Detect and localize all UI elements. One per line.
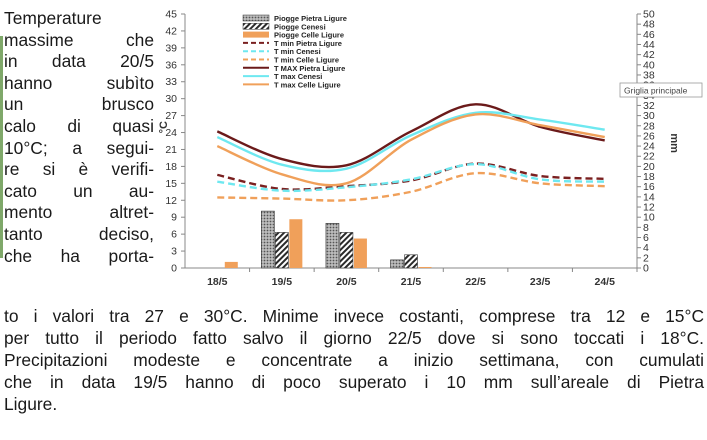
legend-label: T max Celle Ligure xyxy=(274,80,341,89)
legend-swatch xyxy=(242,14,270,22)
y-tick-label: 30 xyxy=(165,93,177,105)
legend-label: T max Cenesi xyxy=(274,72,322,81)
text-line: hanno subìto xyxy=(4,72,154,93)
legend-label: T min Cenesi xyxy=(274,47,321,56)
y2-tick-label: 40 xyxy=(643,59,655,71)
y2-tick-label: 32 xyxy=(643,100,655,112)
y2-tick-label: 10 xyxy=(643,212,655,224)
text-line: cato un au- xyxy=(4,180,154,201)
y-tick-label: 36 xyxy=(165,59,177,71)
text-line: mento altret- xyxy=(4,202,154,223)
x-tick-label: 19/5 xyxy=(272,276,293,288)
y2-tick-label: 8 xyxy=(643,222,649,234)
y2-tick-label: 26 xyxy=(643,130,655,142)
y-tick-label: 21 xyxy=(165,144,177,156)
bar-piogge-celle-ligure xyxy=(289,219,303,268)
y2-axis-label: mm xyxy=(668,133,680,153)
text-line: Precipitazioni modeste e concentrate a i… xyxy=(4,350,704,370)
y2-tick-label: 18 xyxy=(643,171,655,183)
line-t-max-pietra-ligure xyxy=(216,103,605,169)
bar-piogge-celle-ligure xyxy=(353,238,367,268)
y2-tick-label: 44 xyxy=(643,39,655,51)
legend-label: Piogge Celle Ligure xyxy=(274,31,344,40)
y-tick-label: 24 xyxy=(165,127,177,139)
legend-swatch xyxy=(242,23,270,30)
bar-piogge-cenesi xyxy=(275,232,289,269)
text-line: in data 20/5 xyxy=(4,51,154,72)
y2-tick-label: 2 xyxy=(643,252,649,264)
legend-label: T min Celle Ligure xyxy=(274,56,339,65)
line-t-min-pietra-ligure xyxy=(217,162,605,191)
y-tick-label: 33 xyxy=(165,76,177,88)
x-tick-label: 18/5 xyxy=(207,276,228,288)
tooltip-box xyxy=(619,82,703,98)
x-tick-label: 23/5 xyxy=(530,276,551,288)
y2-tick-label: 4 xyxy=(643,242,649,254)
y-tick-label: 6 xyxy=(171,229,177,241)
y-tick-label: 3 xyxy=(171,246,177,258)
text-line: to i valori tra 27 e 30°C. Minime invece… xyxy=(4,306,704,326)
line-t-max-cenesi xyxy=(216,111,605,173)
text-line: per tutto il periodo fatto salvo il gior… xyxy=(4,328,704,348)
y-tick-label: 39 xyxy=(165,42,177,54)
y-tick-label: 27 xyxy=(165,110,177,122)
x-tick-label: 24/5 xyxy=(594,276,615,288)
y2-tick-label: 50 xyxy=(643,9,655,21)
y2-tick-label: 12 xyxy=(643,202,655,214)
bar-piogge-celle-ligure xyxy=(418,266,432,268)
y2-tick-label: 0 xyxy=(643,263,649,275)
text-line: che ha porta- xyxy=(4,245,154,266)
text-line: calo di quasi xyxy=(4,115,154,136)
bar-piogge-pietra-ligure xyxy=(261,210,275,269)
y-tick-label: 0 xyxy=(171,263,177,275)
bar-piogge-celle-ligure xyxy=(224,261,238,268)
y2-tick-label: 28 xyxy=(643,120,655,132)
text-line: un brusco xyxy=(4,94,154,115)
y-tick-label: 12 xyxy=(165,195,177,207)
bar-piogge-pietra-ligure xyxy=(325,222,340,269)
y2-tick-label: 14 xyxy=(643,191,655,203)
legend-swatch xyxy=(243,31,269,38)
legend-label: Piogge Cenesi xyxy=(274,22,326,31)
y2-tick-label: 42 xyxy=(643,49,655,61)
y-axis-label: °C xyxy=(158,121,170,133)
text-line: tanto deciso, xyxy=(4,223,154,244)
side-paragraph: Temperature massime che in data 20/5 han… xyxy=(4,8,154,267)
y2-tick-label: 6 xyxy=(643,232,649,244)
legend-label: T MAX Pietra Ligure xyxy=(274,64,345,73)
legend-label: T min Pietra Ligure xyxy=(274,39,342,48)
text-line: Temperature xyxy=(4,8,102,28)
tooltip-text: Griglia principale xyxy=(624,86,688,96)
y2-tick-label: 24 xyxy=(643,141,655,153)
y-tick-label: 18 xyxy=(165,161,177,173)
text-line: re si è verifi- xyxy=(4,159,154,180)
y-tick-label: 15 xyxy=(165,178,177,190)
x-tick-label: 22/5 xyxy=(465,276,486,288)
y2-tick-label: 46 xyxy=(643,29,655,41)
bar-piogge-cenesi xyxy=(404,254,418,269)
y2-tick-label: 38 xyxy=(643,69,655,81)
bar-piogge-pietra-ligure xyxy=(390,259,404,269)
line-t-max-celle-ligure xyxy=(216,112,605,187)
legend-label: Piogge Pietra Ligure xyxy=(274,14,347,23)
y2-tick-label: 16 xyxy=(643,181,655,193)
y2-tick-label: 20 xyxy=(643,161,655,173)
accent-bar xyxy=(0,36,3,258)
text-line: Ligure. xyxy=(4,394,58,414)
x-tick-label: 20/5 xyxy=(336,276,357,288)
temperature-rain-chart: 0369121518212427303336394245024681012141… xyxy=(158,9,703,288)
y2-tick-label: 48 xyxy=(643,19,655,31)
y2-tick-label: 22 xyxy=(643,151,655,163)
y-tick-label: 42 xyxy=(165,25,177,37)
text-line: massime che xyxy=(4,29,154,50)
text-line: 10°C; a segui- xyxy=(4,137,154,158)
y-tick-label: 45 xyxy=(165,9,177,21)
y-tick-label: 9 xyxy=(171,212,177,224)
bar-piogge-cenesi xyxy=(339,232,354,269)
text-line: che in data 19/5 hanno di poco superato … xyxy=(4,372,704,392)
bottom-paragraph: to i valori tra 27 e 30°C. Minime invece… xyxy=(4,305,704,415)
x-tick-label: 21/5 xyxy=(401,276,422,288)
y2-tick-label: 30 xyxy=(643,110,655,122)
